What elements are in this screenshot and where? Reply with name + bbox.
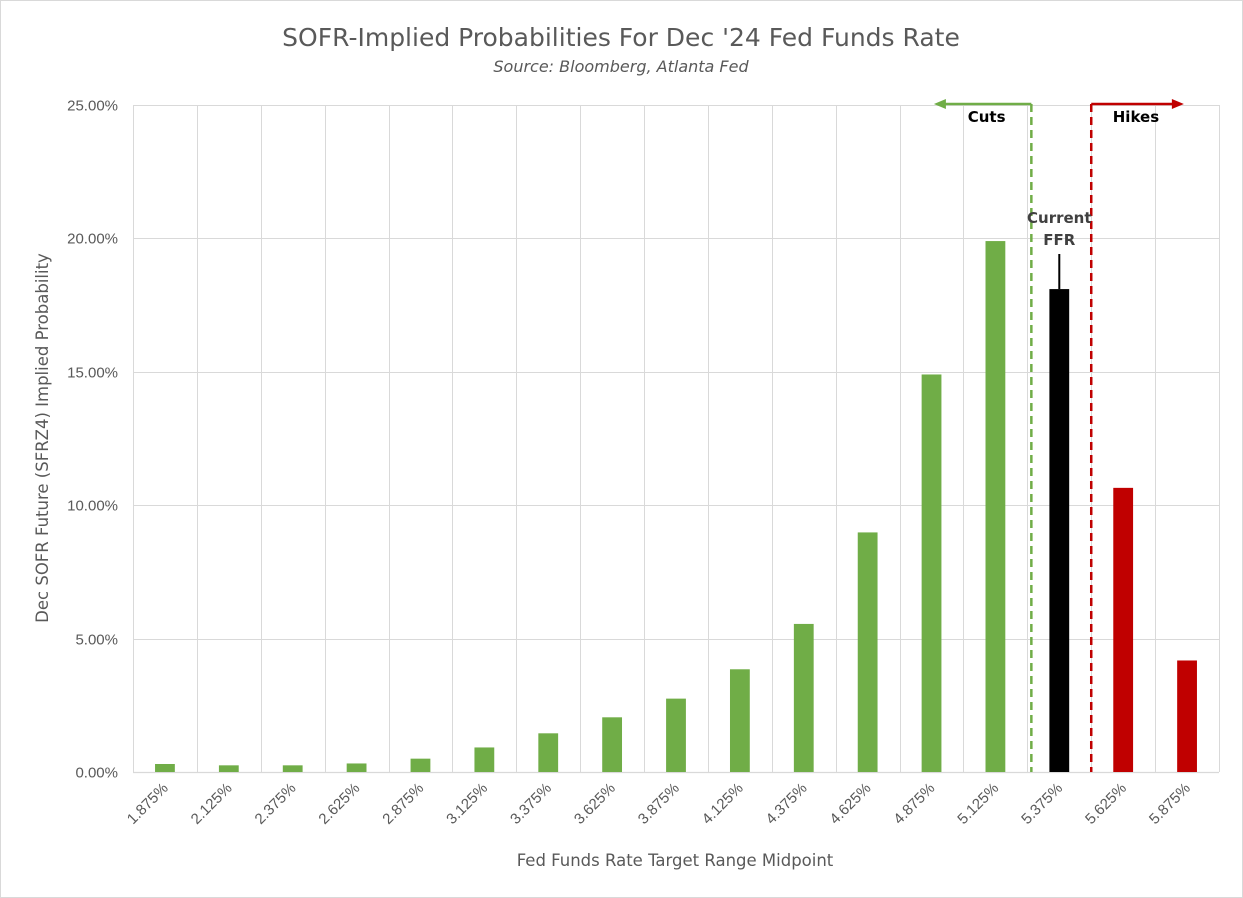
bar-5.875pct: [1177, 660, 1197, 772]
x-tick-label: 2.375%: [252, 780, 300, 828]
bar-4.875pct: [921, 374, 942, 772]
y-axis-ticks: 0.00% 5.00% 10.00% 15.00% 20.00% 25.00%: [67, 98, 118, 782]
x-tick-label: 4.625%: [826, 780, 874, 828]
x-tick-label: 3.875%: [635, 780, 683, 828]
y-tick-label: 15.00%: [67, 365, 118, 382]
bar-2.375pct: [282, 765, 303, 772]
x-tick-label: 2.875%: [379, 780, 427, 828]
x-tick-label: 4.125%: [699, 780, 747, 828]
bar-3.875pct: [666, 698, 686, 772]
x-tick-label: 2.125%: [188, 780, 236, 828]
bar-2.625pct: [346, 763, 367, 772]
x-tick-label: 4.375%: [763, 780, 811, 828]
x-tick-label: 3.125%: [443, 780, 491, 828]
annotations: Cuts Hikes Current FFR: [933, 99, 1184, 772]
chart-subtitle: Source: Bloomberg, Atlanta Fed: [493, 57, 749, 76]
bar-5.625pct: [1113, 487, 1134, 772]
bar-3.625pct: [602, 717, 623, 772]
x-tick-label: 5.875%: [1146, 780, 1194, 828]
cuts-label: Cuts: [968, 108, 1006, 126]
y-axis-label: Dec SOFR Future (SFRZ4) Implied Probabil…: [33, 253, 52, 623]
x-tick-label: 3.625%: [571, 780, 619, 828]
bar-4.375pct: [793, 623, 814, 772]
bar-4.625pct: [857, 532, 878, 772]
y-tick-label: 20.00%: [67, 231, 118, 248]
x-axis-ticks: 1.875% 2.125% 2.375% 2.625% 2.875% 3.125% 3.37…: [124, 780, 1194, 828]
x-tick-label: 5.625%: [1082, 780, 1130, 828]
bars: [155, 241, 1197, 772]
y-tick-label: 10.00%: [67, 498, 118, 515]
bar-3.375pct: [538, 733, 559, 772]
bar-4.125pct: [729, 669, 750, 772]
cuts-arrowhead-icon: [933, 99, 946, 109]
bar-3.125pct: [474, 747, 495, 772]
y-tick-label: 5.00%: [75, 632, 118, 649]
x-tick-label: 1.875%: [124, 780, 172, 828]
x-tick-label: 4.875%: [890, 780, 938, 828]
x-axis-label: Fed Funds Rate Target Range Midpoint: [517, 851, 834, 870]
bar-2.875pct: [410, 758, 431, 772]
x-tick-label: 2.625%: [315, 780, 363, 828]
hikes-label: Hikes: [1113, 108, 1159, 126]
x-tick-label: 5.375%: [1018, 780, 1066, 828]
y-tick-label: 25.00%: [67, 98, 118, 115]
hikes-arrowhead-icon: [1171, 99, 1184, 109]
bar-2.125pct: [218, 765, 239, 772]
x-tick-label: 5.125%: [954, 780, 1002, 828]
chart-title: SOFR-Implied Probabilities For Dec '24 F…: [282, 23, 960, 52]
gridlines: [133, 105, 1220, 774]
y-tick-label: 0.00%: [75, 765, 118, 782]
current-ffr-label-line1: Current: [1027, 209, 1092, 227]
bar-5.375pct: [1049, 289, 1070, 772]
current-ffr-label-line2: FFR: [1043, 231, 1075, 249]
bar-5.125pct: [985, 241, 1006, 772]
x-tick-label: 3.375%: [507, 780, 555, 828]
bar-1.875pct: [155, 763, 175, 772]
